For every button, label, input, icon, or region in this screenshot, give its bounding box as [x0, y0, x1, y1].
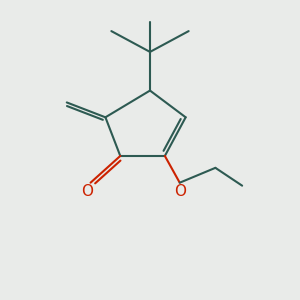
Text: O: O — [81, 184, 93, 199]
Text: O: O — [174, 184, 186, 199]
